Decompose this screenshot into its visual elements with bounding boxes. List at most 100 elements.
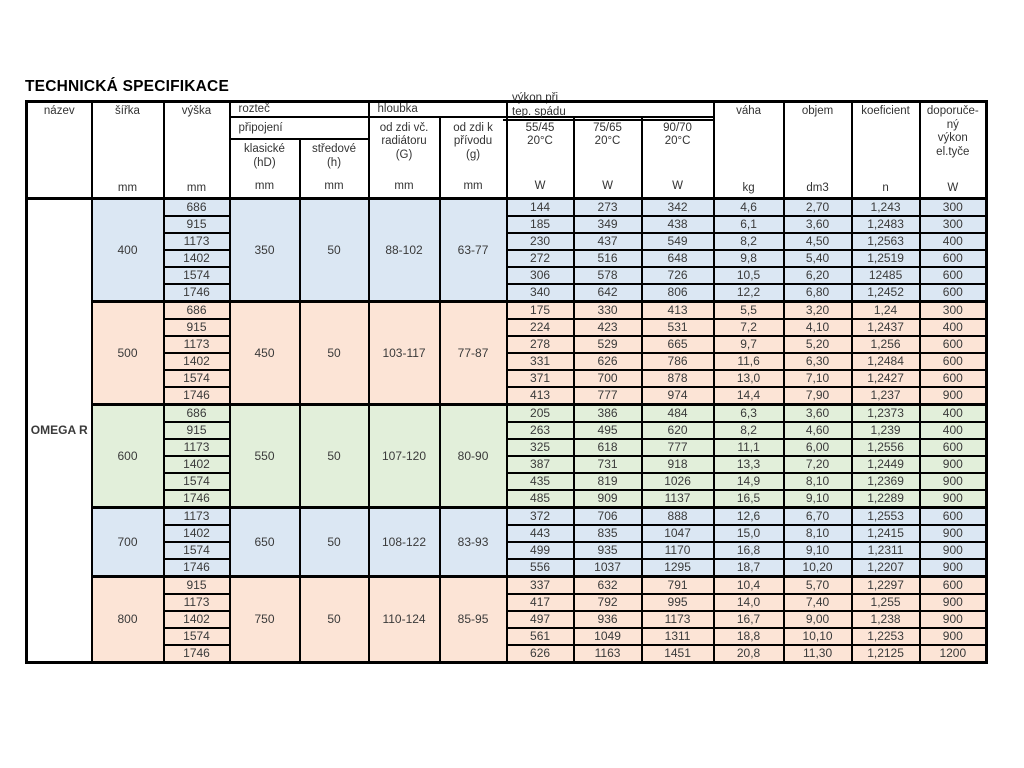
- table-row: 500 686 450 50 103-117 77-87 175 330 413 5,5 3,20 1…: [27, 300, 988, 406]
- height-cell: 1173: [162, 506, 231, 526]
- header-sirka-unit: mm: [117, 182, 138, 194]
- weight-cell: 11,1: [712, 438, 785, 457]
- volume-cell: 7,20: [782, 455, 853, 474]
- header-doporuceny-line2: ný: [946, 118, 959, 131]
- power-7565-cell: 936: [572, 610, 643, 629]
- height-cell: 1402: [162, 249, 231, 268]
- height-cell: 1402: [162, 352, 231, 371]
- coefficient-cell: 1,238: [850, 610, 921, 629]
- height-cell: 1574: [162, 472, 231, 491]
- coefficient-cell: 1,2253: [850, 627, 921, 646]
- weight-cell: 18,8: [712, 627, 785, 646]
- header-doporuceny: doporuče- ný výkon el.tyče W: [918, 100, 988, 200]
- volume-cell: 8,10: [782, 472, 853, 491]
- height-cell: 1574: [162, 369, 231, 388]
- volume-cell: 9,10: [782, 489, 853, 509]
- power-5545-cell: 485: [505, 489, 575, 509]
- recommended-power-cell: 400: [918, 403, 988, 423]
- table-row: 1173 417 792 995 14,0 7,40 1,255 900: [27, 593, 988, 612]
- depth-wall-inlet-cell: 83-93: [438, 506, 508, 578]
- power-9070-cell: 806: [640, 283, 715, 303]
- power-5545-cell: 387: [505, 455, 575, 474]
- power-5545-cell: 497: [505, 610, 575, 629]
- power-5545-cell: 144: [505, 197, 575, 217]
- recommended-power-cell: 600: [918, 369, 988, 388]
- recommended-power-cell: 900: [918, 541, 988, 560]
- coefficient-cell: 1,2483: [850, 215, 921, 234]
- coefficient-cell: 1,2125: [850, 644, 921, 664]
- header-od-zdi-vc-line1: od zdi vč.: [379, 121, 429, 134]
- power-7565-cell: 626: [572, 352, 643, 371]
- recommended-power-cell: 600: [918, 266, 988, 285]
- header-stredove-unit: mm: [324, 180, 344, 193]
- coefficient-cell: 1,2437: [850, 318, 921, 337]
- power-9070-cell: 1026: [640, 472, 715, 491]
- header-sirka-label: šířka: [115, 105, 140, 117]
- power-7565-cell: 706: [572, 506, 643, 526]
- power-7565-cell: 578: [572, 266, 643, 285]
- depth-wall-radiator-cell: 103-117: [367, 300, 441, 406]
- recommended-power-cell: 900: [918, 593, 988, 612]
- table-row: 1746 556 1037 1295 18,7 10,20 1,2207 900: [27, 558, 988, 578]
- weight-cell: 12,2: [712, 283, 785, 303]
- volume-cell: 4,10: [782, 318, 853, 337]
- volume-cell: 10,20: [782, 558, 853, 578]
- header-vykon-line2: tep. spádu: [512, 106, 566, 118]
- coefficient-cell: 1,2452: [850, 283, 921, 303]
- table-row: 1746 340 642 806 12,2 6,80 1,2452 600: [27, 283, 988, 303]
- power-7565-cell: 386: [572, 403, 643, 423]
- power-7565-cell: 437: [572, 232, 643, 251]
- pitch-classic-cell: 650: [228, 506, 301, 578]
- weight-cell: 9,7: [712, 335, 785, 354]
- weight-cell: 16,5: [712, 489, 785, 509]
- power-7565-cell: 731: [572, 455, 643, 474]
- header-temp-9070-unit: W: [672, 179, 683, 192]
- volume-cell: 7,10: [782, 369, 853, 388]
- product-name-cell: OMEGA R: [25, 197, 93, 664]
- depth-wall-inlet-cell: 77-87: [438, 300, 508, 406]
- table-row: 800 915 750 50 110-124 85-95 337 632 791 10,4 5,70…: [27, 575, 988, 664]
- header-sirka: šířka mm: [90, 100, 165, 200]
- coefficient-cell: 1,256: [850, 335, 921, 354]
- volume-cell: 9,10: [782, 541, 853, 560]
- weight-cell: 10,4: [712, 575, 785, 595]
- power-9070-cell: 413: [640, 300, 715, 320]
- header-klasicke-line1: klasické: [244, 143, 285, 156]
- header-od-zdi-k-line1: od zdi k: [453, 121, 493, 134]
- volume-cell: 4,60: [782, 421, 853, 440]
- power-5545-cell: 371: [505, 369, 575, 388]
- power-5545-cell: 263: [505, 421, 575, 440]
- header-od-zdi-k: od zdi k přívodu (g) mm: [438, 115, 508, 200]
- power-5545-cell: 205: [505, 403, 575, 423]
- power-5545-cell: 331: [505, 352, 575, 371]
- coefficient-cell: 1,2311: [850, 541, 921, 560]
- header-klasicke-line2: (hD): [253, 156, 276, 169]
- power-7565-cell: 777: [572, 386, 643, 406]
- header-klasicke-unit: mm: [254, 180, 275, 193]
- pitch-central-cell: 50: [298, 300, 370, 406]
- table-row: 1574 371 700 878 13,0 7,10 1,2427 600: [27, 369, 988, 388]
- header-temp-5545-degrees: 20°C: [527, 135, 553, 148]
- table-row: 1402 443 835 1047 15,0 8,10 1,2415 900: [27, 524, 988, 543]
- table-row: 915 185 349 438 6,1 3,60 1,2483 300: [27, 215, 988, 234]
- depth-wall-inlet-cell: 80-90: [438, 403, 508, 509]
- header-stredove-line1: středové: [311, 143, 357, 156]
- power-9070-cell: 342: [640, 197, 715, 217]
- power-5545-cell: 306: [505, 266, 575, 285]
- volume-cell: 6,30: [782, 352, 853, 371]
- vykon-bottom-border-overlay: [503, 119, 714, 121]
- height-cell: 1574: [162, 627, 231, 646]
- height-cell: 915: [162, 215, 231, 234]
- volume-cell: 9,00: [782, 610, 853, 629]
- volume-cell: 4,50: [782, 232, 853, 251]
- coefficient-cell: 1,2427: [850, 369, 921, 388]
- power-9070-cell: 648: [640, 249, 715, 268]
- coefficient-cell: 1,2519: [850, 249, 921, 268]
- pitch-classic-cell: 750: [228, 575, 301, 664]
- pitch-central-cell: 50: [298, 506, 370, 578]
- header-doporuceny-line4: el.tyče: [936, 145, 970, 158]
- header-stredove-line2: (h): [326, 156, 342, 169]
- coefficient-cell: 1,2297: [850, 575, 921, 595]
- header-vyska-unit: mm: [186, 182, 207, 194]
- spec-table-header: název šířka mm výška mm rozteč: [25, 100, 988, 200]
